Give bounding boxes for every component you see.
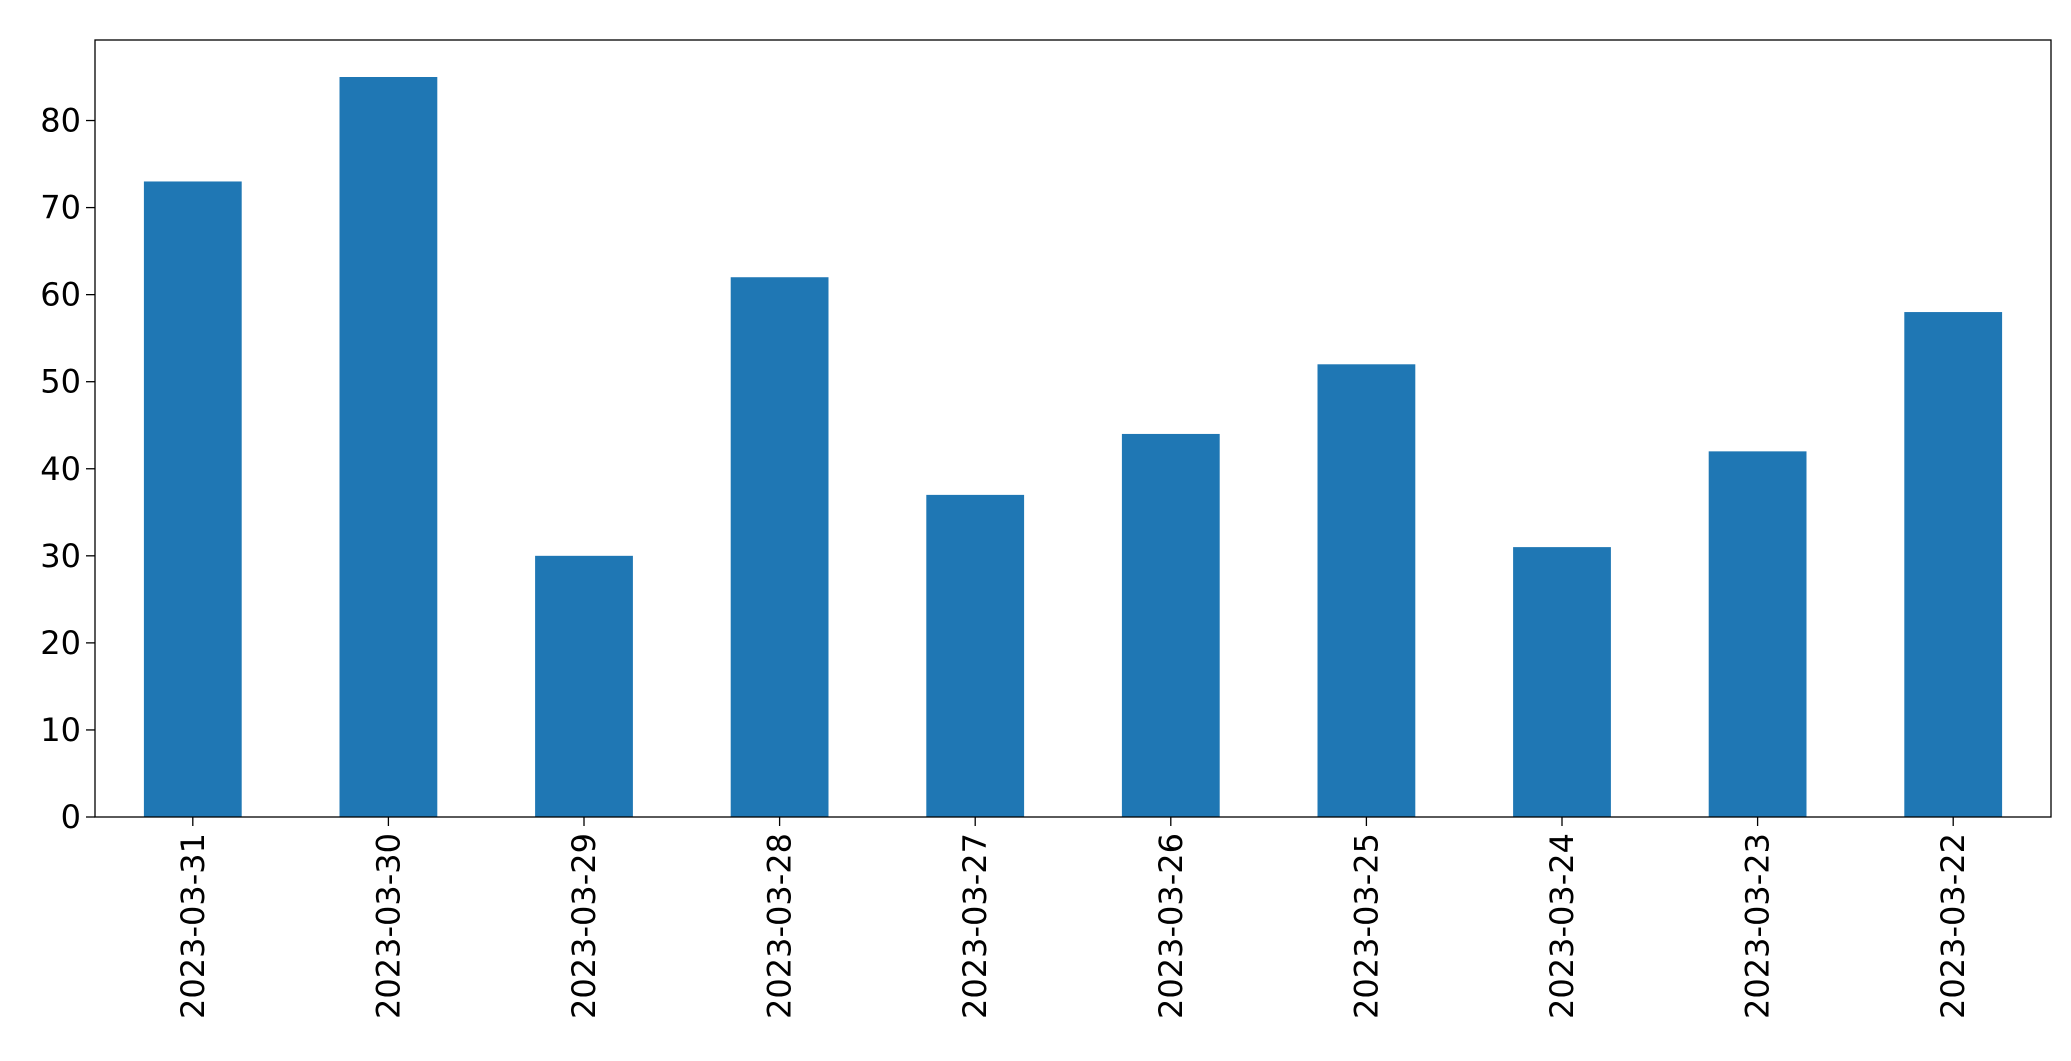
y-tick-label: 50 bbox=[40, 363, 81, 401]
x-tick-label: 2023-03-28 bbox=[761, 833, 799, 1019]
bar bbox=[535, 555, 633, 817]
bar bbox=[1904, 312, 2003, 817]
y-tick-label: 80 bbox=[40, 102, 81, 140]
x-tick-label: 2023-03-22 bbox=[1934, 833, 1972, 1019]
x-tick-label: 2023-03-24 bbox=[1543, 833, 1581, 1019]
y-tick-label: 40 bbox=[40, 450, 81, 488]
bar bbox=[1317, 364, 1416, 817]
y-tick-label: 30 bbox=[40, 537, 81, 575]
x-tick-label: 2023-03-26 bbox=[1152, 833, 1190, 1019]
x-tick-label: 2023-03-27 bbox=[956, 833, 994, 1019]
y-tick-label: 0 bbox=[61, 798, 81, 836]
bar bbox=[143, 181, 242, 817]
bar bbox=[926, 494, 1025, 817]
y-tick-label: 70 bbox=[40, 189, 81, 227]
x-tick-label: 2023-03-29 bbox=[565, 833, 603, 1019]
bar bbox=[1513, 547, 1611, 817]
x-tick-label: 2023-03-30 bbox=[369, 833, 407, 1019]
x-tick-label: 2023-03-23 bbox=[1739, 833, 1777, 1019]
bar bbox=[1708, 451, 1807, 817]
y-tick-label: 10 bbox=[40, 711, 81, 749]
x-tick-label: 2023-03-31 bbox=[174, 833, 212, 1019]
y-tick-label: 20 bbox=[40, 624, 81, 662]
bar bbox=[339, 77, 438, 817]
y-tick-label: 60 bbox=[40, 276, 81, 314]
bar bbox=[1121, 433, 1220, 817]
x-tick-label: 2023-03-25 bbox=[1347, 833, 1385, 1019]
bar bbox=[730, 277, 829, 817]
plot-frame bbox=[94, 39, 2052, 818]
